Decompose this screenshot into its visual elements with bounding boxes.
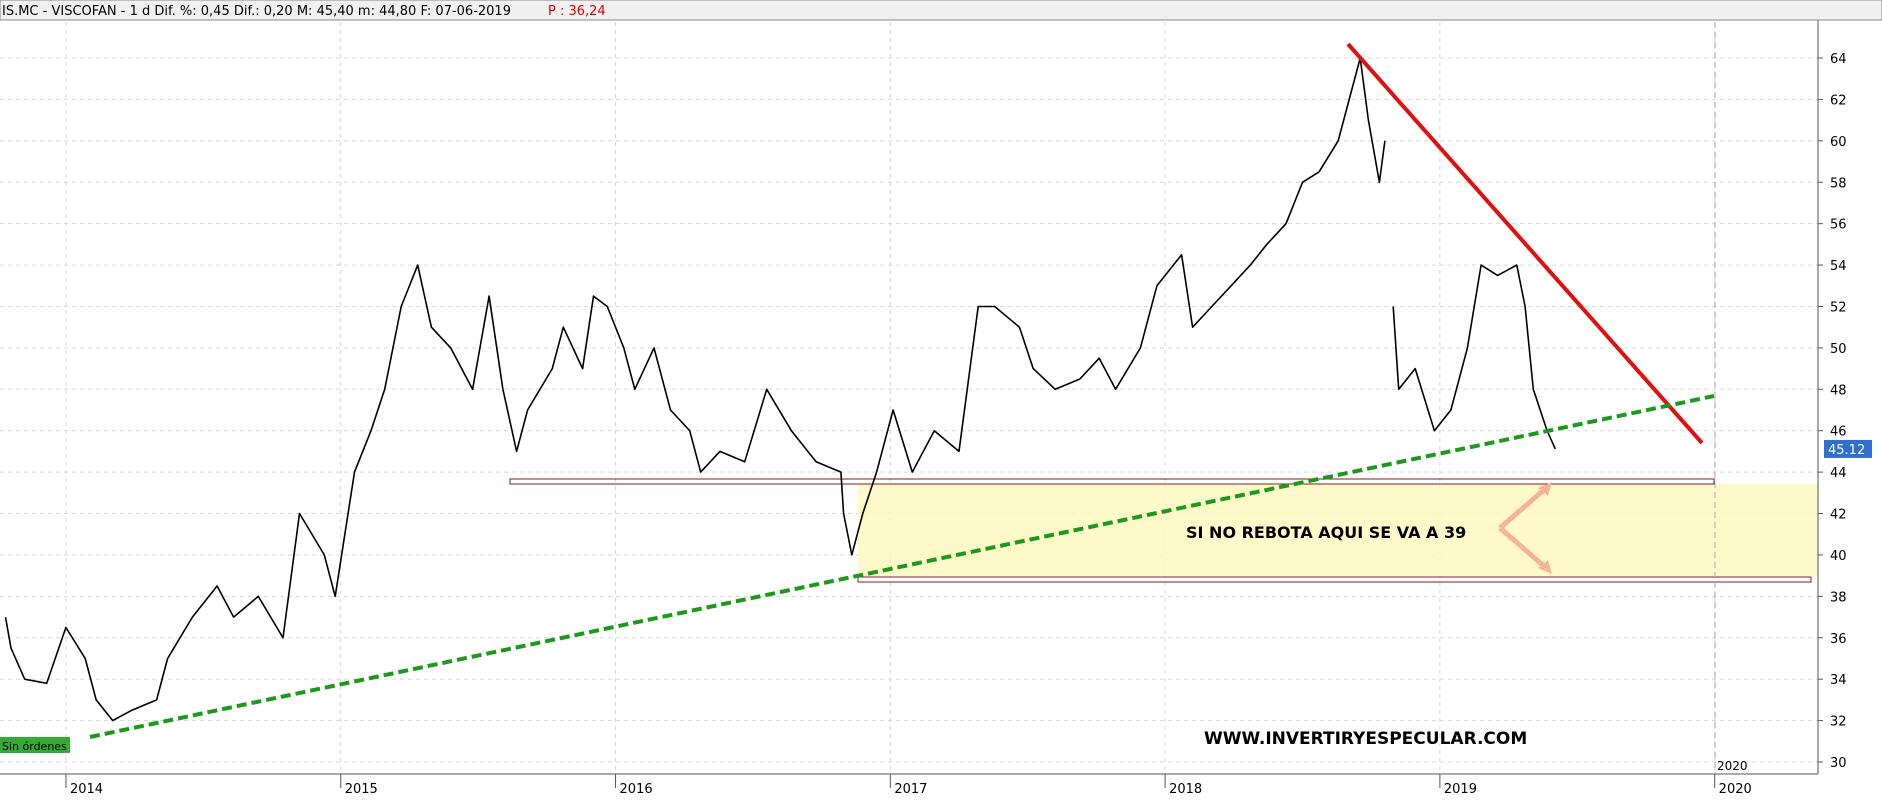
arrow-head bbox=[1538, 560, 1552, 574]
y-tick-label: 54 bbox=[1830, 259, 1847, 274]
grid bbox=[0, 22, 1818, 774]
header-info: IS.MC - VISCOFAN - 1 d Dif. %: 0,45 Dif.… bbox=[2, 4, 511, 19]
x-tick-label: 2015 bbox=[345, 782, 378, 797]
y-tick-label: 62 bbox=[1830, 93, 1847, 108]
y-tick-label: 50 bbox=[1830, 342, 1847, 357]
target-zone bbox=[858, 484, 1818, 576]
y-tick-label: 32 bbox=[1830, 715, 1847, 730]
x-tick-label: 2014 bbox=[70, 782, 103, 797]
y-tick-label: 38 bbox=[1830, 590, 1847, 605]
price-line bbox=[4, 57, 1557, 722]
y-tick-label: 36 bbox=[1830, 632, 1847, 647]
x-tick-label: 2019 bbox=[1444, 782, 1477, 797]
cursor-label: 2020 bbox=[1717, 759, 1748, 773]
y-tick-label: 44 bbox=[1830, 466, 1847, 481]
y-tick-label: 30 bbox=[1830, 756, 1847, 771]
support-trendline bbox=[89, 394, 1715, 739]
last-price-label: 45.12 bbox=[1828, 443, 1865, 458]
last-price-box bbox=[1824, 439, 1872, 458]
header-p: P : 36,24 bbox=[548, 4, 606, 19]
y-tick-label: 48 bbox=[1830, 383, 1847, 398]
y-tick-label: 58 bbox=[1830, 176, 1847, 191]
support-box bbox=[857, 576, 1812, 583]
plot bbox=[4, 57, 1557, 722]
x-tick-label: 2016 bbox=[620, 782, 653, 797]
arrow-head bbox=[1538, 482, 1552, 496]
status-box bbox=[0, 737, 70, 753]
arrow bbox=[1498, 526, 1548, 570]
status-label: Sin órdenes bbox=[2, 740, 67, 753]
x-tick-label: 2017 bbox=[894, 782, 927, 797]
y-tick-label: 56 bbox=[1830, 218, 1847, 233]
x-tick-label: 2018 bbox=[1169, 782, 1202, 797]
y-tick-label: 64 bbox=[1830, 52, 1847, 67]
y-tick-label: 60 bbox=[1830, 135, 1847, 150]
x-tick-label: 2020 bbox=[1719, 782, 1752, 797]
y-tick-label: 42 bbox=[1830, 508, 1847, 523]
y-tick-label: 52 bbox=[1830, 300, 1847, 315]
support-box bbox=[509, 478, 1715, 485]
y-tick-label: 34 bbox=[1830, 673, 1847, 688]
y-tick-label: 46 bbox=[1830, 425, 1847, 440]
y-tick-label: 40 bbox=[1830, 549, 1847, 564]
arrow bbox=[1498, 486, 1548, 530]
resistance-line bbox=[1346, 42, 1704, 445]
watermark: WWW.INVERTIRYESPECULAR.COM bbox=[1204, 729, 1527, 749]
header-bar bbox=[0, 0, 1882, 21]
annotation: SI NO REBOTA AQUI SE VA A 39 bbox=[1186, 523, 1466, 542]
